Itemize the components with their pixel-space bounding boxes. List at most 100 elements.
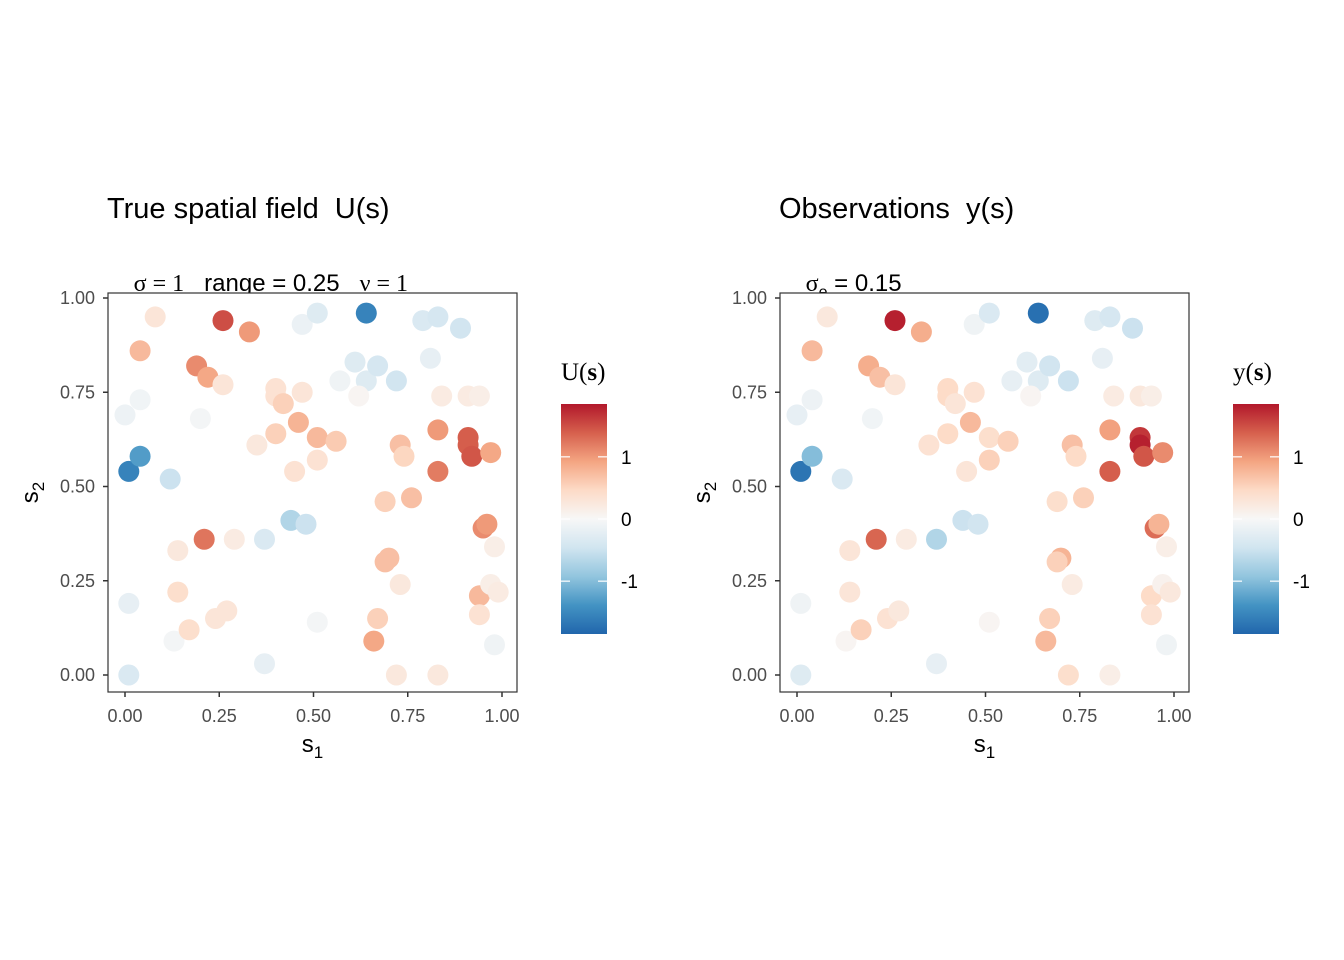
data-point (1027, 370, 1049, 392)
data-point (472, 517, 494, 539)
data-point (978, 611, 1000, 633)
data-point (786, 404, 808, 426)
data-point (801, 445, 823, 467)
y-tick-label: 0.25 (60, 571, 95, 591)
data-point (254, 653, 275, 675)
data-point (272, 393, 294, 415)
data-point (427, 460, 449, 482)
subtitle-sigma-sub: e (818, 283, 828, 301)
data-point (363, 630, 385, 652)
data-point (118, 664, 140, 686)
data-point (480, 442, 502, 464)
data-point (1129, 427, 1151, 448)
data-point (790, 664, 812, 686)
legend-title: U(s) (561, 359, 605, 386)
data-point (1039, 608, 1061, 629)
data-point (468, 585, 490, 607)
scatter-plot: 0.00 0.25 0.50 0.75 1.00 0.00 0.25 0.50 0.75 1.00… (689, 288, 1310, 762)
chart-title: Observations y(s) (779, 193, 1015, 225)
data-point (1073, 487, 1094, 509)
data-point (344, 351, 366, 373)
data-point (1133, 445, 1155, 467)
data-point (831, 468, 853, 490)
data-point (1057, 664, 1079, 686)
data-point (790, 460, 812, 482)
y-axis-label: s2 (17, 482, 48, 503)
chart-subtitle: σe = 0.15 (779, 242, 902, 330)
data-point (1156, 634, 1177, 656)
subtitle-sigma: σ = 1 (133, 271, 185, 297)
y-tick-label: 0.75 (60, 382, 95, 402)
data-point (476, 513, 498, 535)
data-point (926, 528, 947, 550)
data-point (884, 374, 906, 396)
data-point (850, 619, 872, 641)
y-tick-label: 1.00 (732, 288, 767, 308)
data-point (877, 608, 898, 629)
panel-observations: Observations y(s) σe = 0.15 0.00 0.25 0.50… (672, 0, 1344, 960)
data-point (1129, 385, 1151, 407)
x-tick-label: 0.25 (874, 706, 909, 726)
data-point (1061, 434, 1083, 456)
data-point (1039, 355, 1061, 377)
y-tick-label: 0.00 (60, 665, 95, 685)
legend-tick-label: -1 (1293, 572, 1310, 593)
data-point (468, 604, 490, 626)
y-tick-label: 0.00 (732, 665, 767, 685)
data-point (487, 581, 509, 603)
data-point (1099, 419, 1121, 441)
data-point (1001, 370, 1023, 392)
data-point (457, 427, 479, 448)
data-point (355, 370, 377, 392)
data-point (1156, 536, 1177, 558)
legend-tick-label: 1 (621, 448, 632, 469)
data-point (1144, 517, 1166, 539)
data-point (1099, 460, 1121, 482)
data-point (978, 302, 1000, 324)
data-point (306, 449, 328, 471)
subtitle-range: range = 0.25 (204, 270, 340, 297)
data-point (457, 434, 479, 456)
data-point (167, 540, 189, 562)
data-point (1152, 442, 1174, 464)
data-point (1099, 306, 1121, 328)
data-point (839, 540, 861, 562)
data-point (159, 468, 181, 490)
scatter-plot: 0.00 0.25 0.50 0.75 1.00 0.00 0.25 0.50 0.75 1.00… (17, 288, 638, 762)
x-axis-label: s1 (302, 731, 323, 762)
data-point (193, 528, 215, 550)
data-point (1152, 574, 1174, 595)
y-tick-label: 0.50 (60, 477, 95, 497)
data-point (790, 592, 812, 614)
y-tick-label: 1.00 (60, 288, 95, 308)
data-point (212, 374, 234, 396)
data-point (167, 581, 189, 603)
data-point (468, 385, 490, 407)
x-tick-label: 0.00 (779, 706, 814, 726)
data-point (858, 355, 880, 377)
x-tick-label: 0.50 (968, 706, 1003, 726)
data-point (412, 310, 434, 332)
panel-true-field: True spatial field U(s) σ = 1 range = 0.… (17, 193, 638, 762)
data-point (393, 445, 415, 467)
data-point (186, 355, 208, 377)
data-point (484, 536, 505, 558)
data-point (801, 340, 823, 362)
data-point (461, 445, 483, 467)
data-point (287, 411, 309, 433)
data-point (197, 366, 219, 388)
data-point (1140, 385, 1162, 407)
data-point (865, 528, 887, 550)
data-point (374, 491, 396, 513)
y-tick-label: 0.50 (732, 477, 767, 497)
data-point (389, 434, 411, 456)
points-layer (786, 302, 1181, 686)
data-point (1159, 581, 1181, 603)
data-point (118, 592, 140, 614)
data-point (389, 574, 411, 595)
data-point (861, 408, 883, 430)
data-point (295, 513, 317, 535)
subtitle-nu: ν = 1 (359, 271, 409, 297)
data-point (129, 340, 151, 362)
data-point (431, 385, 453, 407)
